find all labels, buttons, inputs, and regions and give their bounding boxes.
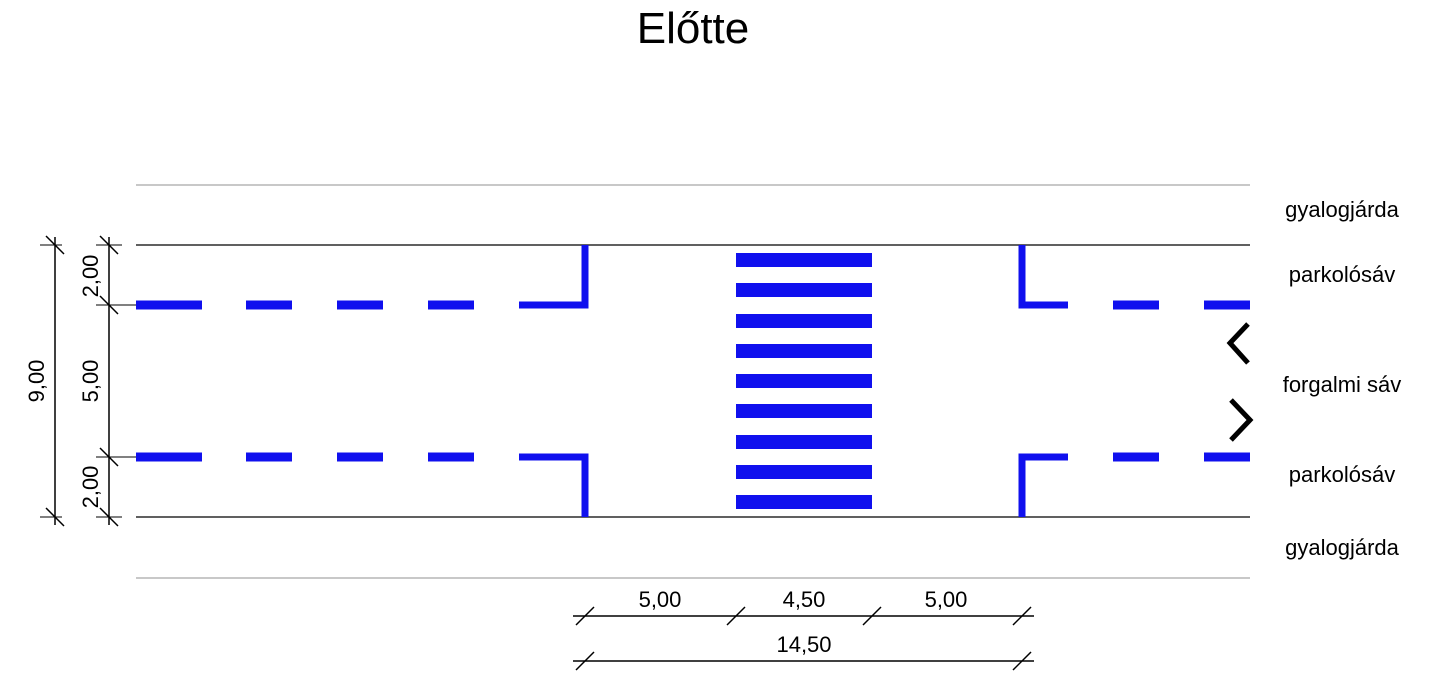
dim-text-vertical-total: 9,00 — [24, 360, 49, 403]
dimension-vertical-total — [40, 235, 65, 527]
parking-end-mark-top-left — [519, 245, 589, 309]
dim-text-horizontal-crossing: 4,50 — [783, 587, 826, 612]
dim-text-horizontal-total: 14,50 — [776, 632, 831, 657]
dim-text-vertical-parking-bottom: 2,00 — [78, 466, 103, 509]
dimension-horizontal-chain — [573, 606, 1034, 626]
chevron-right-icon — [1229, 398, 1254, 442]
label-sidewalk-top: gyalogjárda — [1285, 197, 1400, 222]
zebra-crossing — [736, 253, 872, 509]
label-sidewalk-bottom: gyalogjárda — [1285, 535, 1400, 560]
dimension-vertical-chain — [96, 235, 136, 527]
label-traffic-lane: forgalmi sáv — [1283, 372, 1402, 397]
label-parking-bottom: parkolósáv — [1289, 462, 1395, 487]
dimension-horizontal-total — [573, 651, 1034, 671]
dim-text-horizontal-right: 5,00 — [925, 587, 968, 612]
dim-text-vertical-traffic: 5,00 — [78, 360, 103, 403]
parking-end-mark-bottom-left — [519, 453, 589, 517]
dim-text-vertical-parking-top: 2,00 — [78, 255, 103, 298]
page-title: Előtte — [636, 4, 750, 53]
dim-text-horizontal-left: 5,00 — [639, 587, 682, 612]
parking-end-mark-bottom-right — [1018, 453, 1068, 517]
label-parking-top: parkolósáv — [1289, 262, 1395, 287]
parking-end-mark-top-right — [1018, 245, 1068, 309]
chevron-left-icon — [1226, 322, 1250, 365]
